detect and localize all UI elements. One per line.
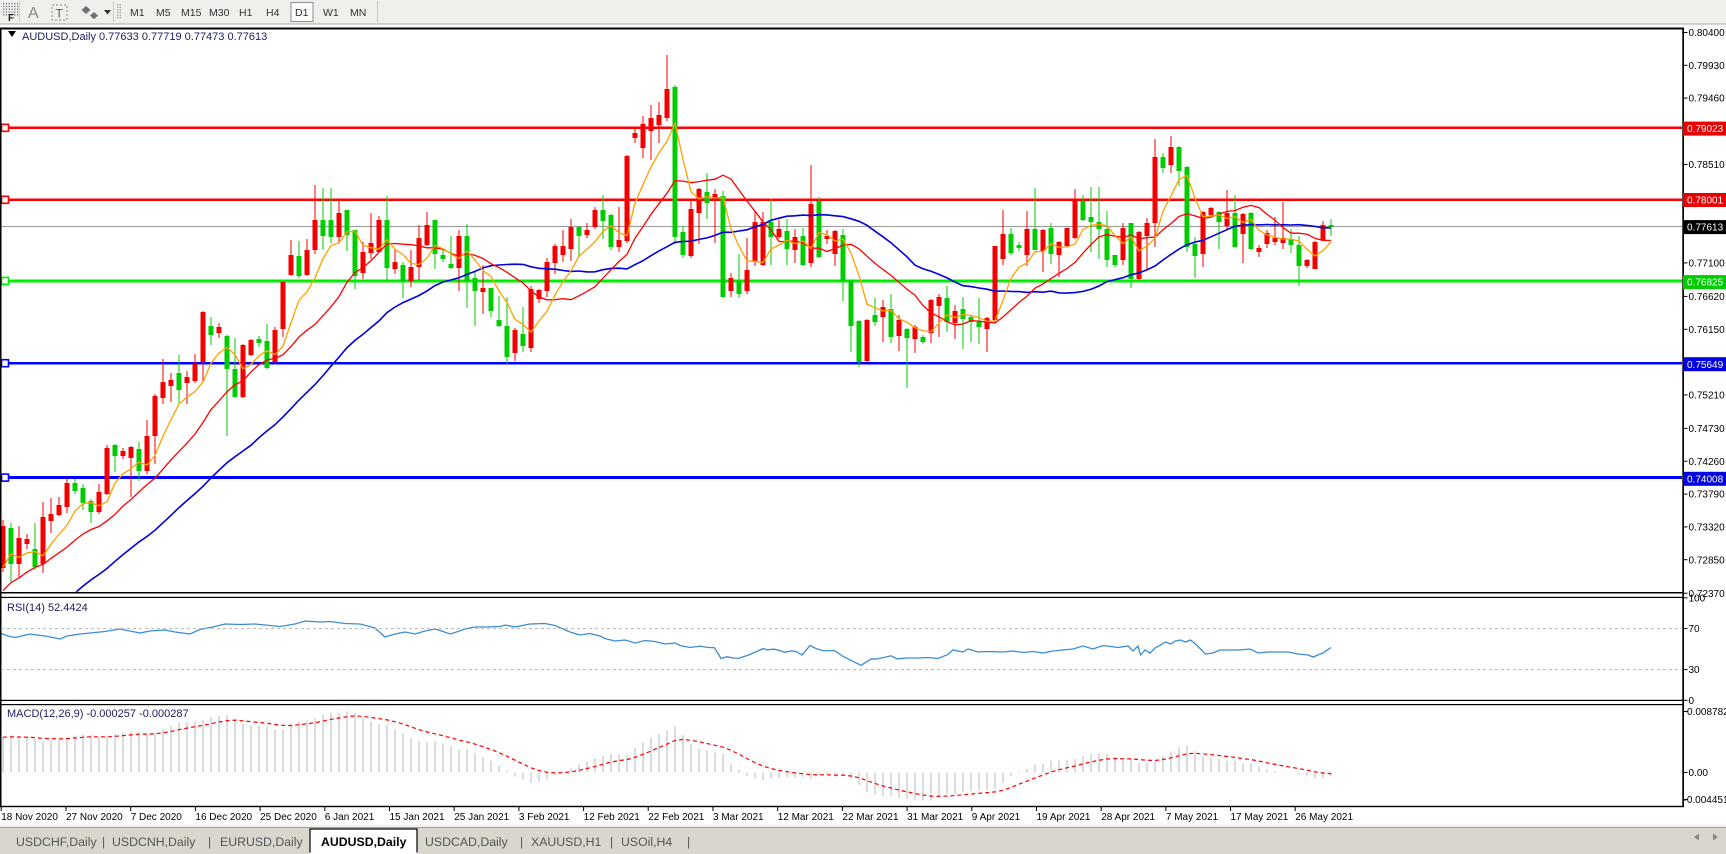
svg-text:12 Mar 2021: 12 Mar 2021: [778, 812, 835, 823]
svg-text:|: |: [520, 835, 523, 849]
svg-text:3 Feb 2021: 3 Feb 2021: [519, 812, 570, 823]
svg-text:0.74730: 0.74730: [1689, 424, 1726, 435]
svg-text:AUDUSD,Daily: AUDUSD,Daily: [321, 835, 407, 849]
svg-text:25 Jan 2021: 25 Jan 2021: [454, 812, 509, 823]
svg-text:|: |: [687, 835, 690, 849]
svg-text:MN: MN: [350, 7, 366, 19]
svg-text:3 Mar 2021: 3 Mar 2021: [713, 812, 764, 823]
svg-text:26 May 2021: 26 May 2021: [1295, 812, 1353, 823]
svg-text:AUDUSD,Daily 0.77633 0.77719: AUDUSD,Daily 0.77633 0.77719 0.77473 0.7…: [22, 31, 267, 43]
svg-text:|: |: [208, 835, 211, 849]
svg-text:25 Dec 2020: 25 Dec 2020: [260, 812, 317, 823]
svg-text:USDCNH,Daily: USDCNH,Daily: [112, 835, 196, 849]
svg-text:31 Mar 2021: 31 Mar 2021: [907, 812, 964, 823]
svg-text:15 Jan 2021: 15 Jan 2021: [390, 812, 445, 823]
svg-text:0.79930: 0.79930: [1689, 61, 1726, 72]
svg-text:0.78001: 0.78001: [1687, 196, 1724, 207]
svg-text:0.008782: 0.008782: [1687, 707, 1726, 718]
svg-text:0.77100: 0.77100: [1689, 259, 1726, 270]
svg-text:7 Dec 2020: 7 Dec 2020: [131, 812, 183, 823]
svg-text:7 May 2021: 7 May 2021: [1166, 812, 1219, 823]
svg-text:|: |: [102, 835, 105, 849]
svg-text:F: F: [8, 13, 14, 24]
svg-text:0.75649: 0.75649: [1687, 360, 1724, 371]
svg-text:27 Nov 2020: 27 Nov 2020: [66, 812, 123, 823]
svg-text:USOil,H4: USOil,H4: [621, 835, 672, 849]
svg-text:17 May 2021: 17 May 2021: [1231, 812, 1289, 823]
svg-text:USDCAD,Daily: USDCAD,Daily: [425, 835, 509, 849]
svg-text:A: A: [28, 5, 39, 22]
svg-text:D1: D1: [295, 7, 309, 19]
svg-text:W1: W1: [323, 7, 339, 19]
svg-text:M1: M1: [130, 7, 145, 19]
svg-text:0.75210: 0.75210: [1689, 391, 1726, 402]
svg-text:M30: M30: [209, 7, 230, 19]
svg-text:0.72850: 0.72850: [1689, 555, 1726, 566]
svg-text:0.73790: 0.73790: [1689, 490, 1726, 501]
svg-text:H1: H1: [239, 7, 253, 19]
svg-text:19 Apr 2021: 19 Apr 2021: [1037, 812, 1091, 823]
svg-text:70: 70: [1689, 624, 1701, 635]
svg-text:0.77613: 0.77613: [1687, 223, 1724, 234]
svg-text:M15: M15: [181, 7, 202, 19]
svg-text:|: |: [610, 835, 613, 849]
svg-text:28 Apr 2021: 28 Apr 2021: [1101, 812, 1155, 823]
svg-text:0.76825: 0.76825: [1687, 278, 1724, 289]
svg-text:9 Apr 2021: 9 Apr 2021: [972, 812, 1021, 823]
svg-text:0: 0: [1689, 696, 1695, 707]
svg-text:T: T: [56, 7, 64, 21]
svg-text:XAUUSD,H1: XAUUSD,H1: [531, 835, 602, 849]
svg-text:0.79460: 0.79460: [1689, 94, 1726, 105]
svg-text:M5: M5: [156, 7, 171, 19]
svg-text:-0.004451: -0.004451: [1684, 795, 1726, 806]
svg-text:0.74260: 0.74260: [1689, 457, 1726, 468]
svg-text:EURUSD,Daily: EURUSD,Daily: [220, 835, 304, 849]
svg-text:USDCHF,Daily: USDCHF,Daily: [16, 835, 97, 849]
svg-text:H4: H4: [266, 7, 280, 19]
svg-text:22 Feb 2021: 22 Feb 2021: [648, 812, 705, 823]
svg-text:12 Feb 2021: 12 Feb 2021: [584, 812, 641, 823]
svg-text:0.78510: 0.78510: [1689, 160, 1726, 171]
svg-text:16 Dec 2020: 16 Dec 2020: [195, 812, 252, 823]
svg-text:0.80400: 0.80400: [1689, 28, 1726, 39]
svg-text:30: 30: [1689, 665, 1701, 676]
svg-text:0.76620: 0.76620: [1689, 292, 1726, 303]
svg-text:0.74008: 0.74008: [1687, 474, 1724, 485]
svg-text:0.73320: 0.73320: [1689, 523, 1726, 534]
svg-text:0.00: 0.00: [1689, 768, 1709, 779]
svg-text:0.79023: 0.79023: [1687, 124, 1724, 135]
svg-text:22 Mar 2021: 22 Mar 2021: [842, 812, 899, 823]
svg-text:MACD(12,26,9) -0.000257 -0.000: MACD(12,26,9) -0.000257 -0.000287: [7, 708, 189, 720]
svg-text:18 Nov 2020: 18 Nov 2020: [1, 812, 58, 823]
svg-text:0.76150: 0.76150: [1689, 325, 1726, 336]
svg-text:6 Jan 2021: 6 Jan 2021: [325, 812, 375, 823]
svg-text:100: 100: [1689, 593, 1706, 604]
svg-text:0.72370: 0.72370: [1689, 589, 1726, 600]
svg-text:RSI(14) 52.4424: RSI(14) 52.4424: [7, 602, 88, 614]
